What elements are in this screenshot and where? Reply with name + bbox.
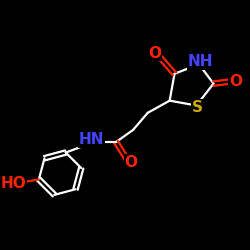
Text: O: O <box>125 155 138 170</box>
Text: O: O <box>148 46 162 61</box>
Text: NH: NH <box>187 54 213 69</box>
Text: HO: HO <box>1 176 27 190</box>
Text: O: O <box>229 74 242 89</box>
Text: HN: HN <box>79 132 104 147</box>
Text: S: S <box>192 100 203 115</box>
